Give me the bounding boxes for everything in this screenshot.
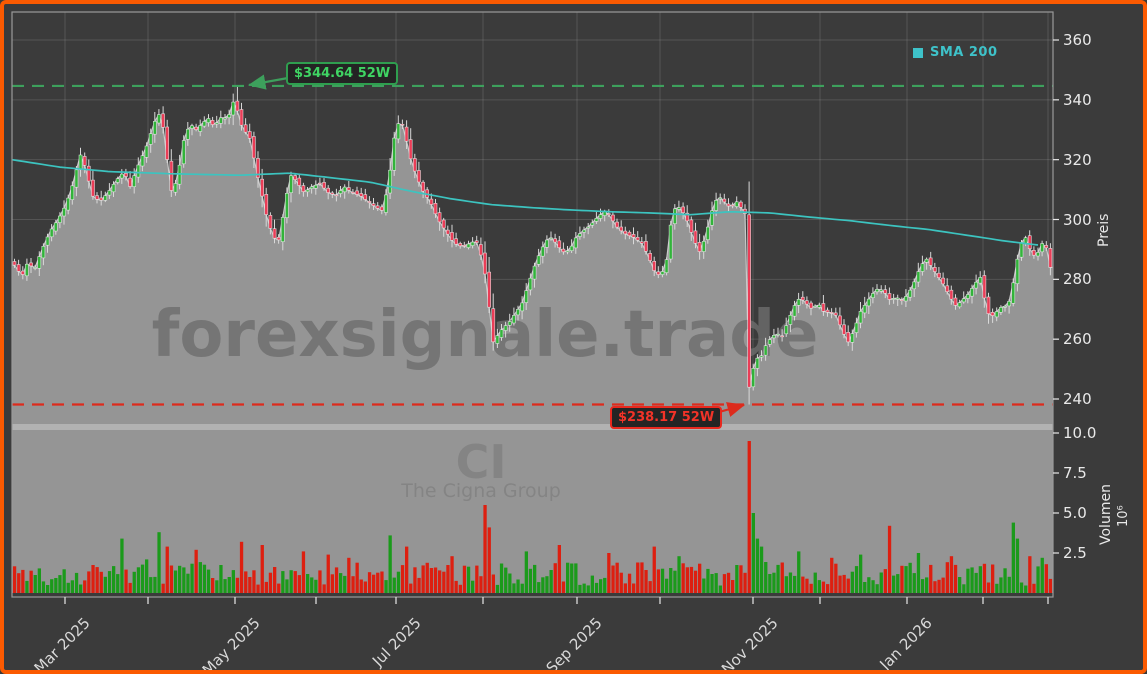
watermark-company: The Cigna Group	[400, 480, 561, 502]
axis-ticks	[64, 39, 1059, 604]
price-tick-label: 280	[1063, 270, 1092, 289]
low-52w-label: $238.17 52W	[610, 406, 723, 429]
price-tick-label: 260	[1063, 330, 1092, 349]
sma-200-line	[11, 158, 1039, 246]
price-tick-label: 300	[1063, 210, 1092, 229]
price-tick-label: 240	[1063, 390, 1092, 408]
volume-bars	[12, 441, 1053, 593]
sma-legend-label: SMA 200	[930, 45, 998, 60]
high-52w-label: $344.64 52W	[286, 62, 399, 85]
panel-divider	[12, 424, 1053, 430]
price-tick-label: 340	[1063, 90, 1092, 109]
volume-tick-label: 10.0	[1063, 424, 1097, 442]
high-52w-arrow	[247, 74, 289, 90]
price-tick-label: 360	[1063, 31, 1092, 49]
legend: SMA 200	[913, 45, 998, 60]
axes-spines	[11, 11, 1054, 598]
volume-tick-label: 7.5	[1063, 464, 1087, 482]
close-price-area	[12, 102, 1053, 424]
watermark-site: forexsignale.trade	[152, 298, 819, 372]
volume-tick-label: 5.0	[1063, 504, 1087, 522]
price-axis-title: Preis	[1096, 213, 1112, 247]
candlesticks	[12, 86, 1053, 405]
volume-axis-title: Volumen	[1098, 484, 1114, 545]
sma-legend-swatch	[913, 47, 923, 58]
watermark-ticker: CI	[456, 435, 507, 489]
volume-tick-label: 2.5	[1063, 544, 1087, 562]
price-tick-label: 320	[1063, 150, 1092, 169]
volume-scale-label: 10⁶	[1116, 505, 1131, 527]
volume-panel-background	[12, 430, 1053, 593]
